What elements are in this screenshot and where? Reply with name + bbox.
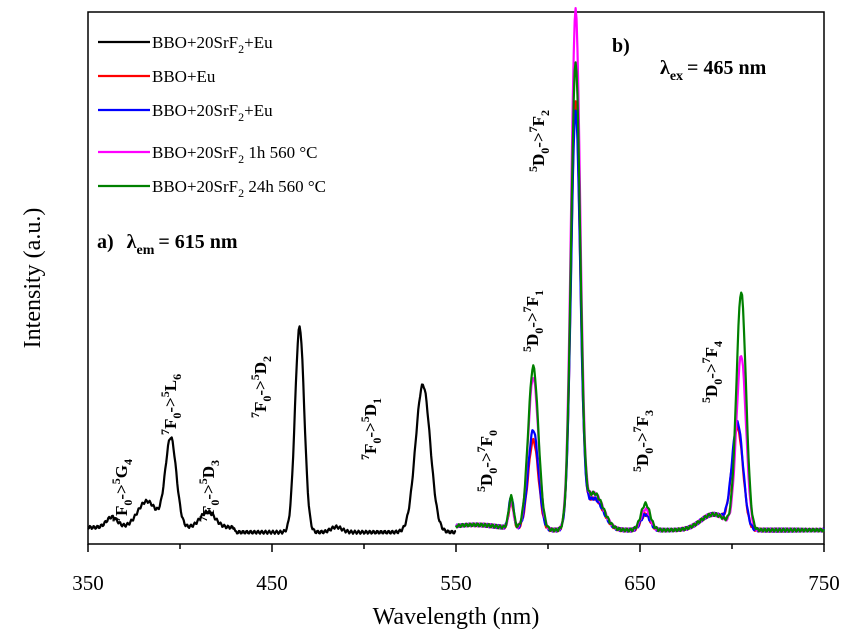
legend: BBO+20SrF2+Eu BBO+Eu BBO+20SrF2+Eu BBO+2… — [98, 33, 326, 200]
transition-label: 5D0->7F3 — [630, 410, 656, 472]
transition-label: 7F0->5D2 — [248, 356, 274, 418]
legend-entry: BBO+Eu — [152, 67, 216, 86]
x-tick-label: 650 — [624, 571, 656, 595]
transition-label: 7F0->5G4 — [109, 459, 135, 522]
panel-b-excitation: λex = 465 nm — [660, 57, 767, 84]
x-axis-title: Wavelength (nm) — [373, 604, 540, 630]
transition-label: 7F0->5L6 — [158, 374, 184, 435]
legend-entry: BBO+20SrF2 1h 560 °C — [152, 143, 318, 166]
plot-frame — [87, 11, 825, 545]
panel-b-label: b) — [612, 35, 630, 57]
transition-label: 7F0->5D1 — [358, 398, 384, 460]
x-tick-label: 350 — [72, 571, 104, 595]
transition-label: 7F0->5D3 — [196, 460, 222, 522]
x-tick-label: 450 — [256, 571, 288, 595]
transition-label: 5D0->7F0 — [474, 430, 500, 492]
series-line — [455, 6, 825, 533]
series-line — [87, 325, 457, 535]
y-axis-title: Intensity (a.u.) — [20, 208, 46, 349]
transition-annotations: 7F0->5G4 7F0->5L6 7F0->5D3 7F0->5D2 7F0-… — [109, 110, 725, 522]
spectra-curves — [87, 6, 826, 535]
legend-entry: BBO+20SrF2 24h 560 °C — [152, 177, 326, 200]
transition-label: 5D0->7F1 — [520, 290, 546, 352]
x-tick-label: 550 — [440, 571, 472, 595]
transition-label: 5D0->7F4 — [699, 341, 725, 403]
series-line — [455, 61, 826, 533]
panel-a-label: a) λem = 615 nm — [97, 231, 238, 258]
x-axis-ticks — [87, 544, 825, 552]
legend-entry: BBO+20SrF2+Eu — [152, 101, 273, 124]
legend-entry: BBO+20SrF2+Eu — [152, 33, 273, 56]
x-tick-label: 750 — [808, 571, 840, 595]
x-tick-labels: 350 450 550 650 750 — [72, 571, 840, 595]
transition-label: 5D0->7F2 — [526, 110, 552, 172]
